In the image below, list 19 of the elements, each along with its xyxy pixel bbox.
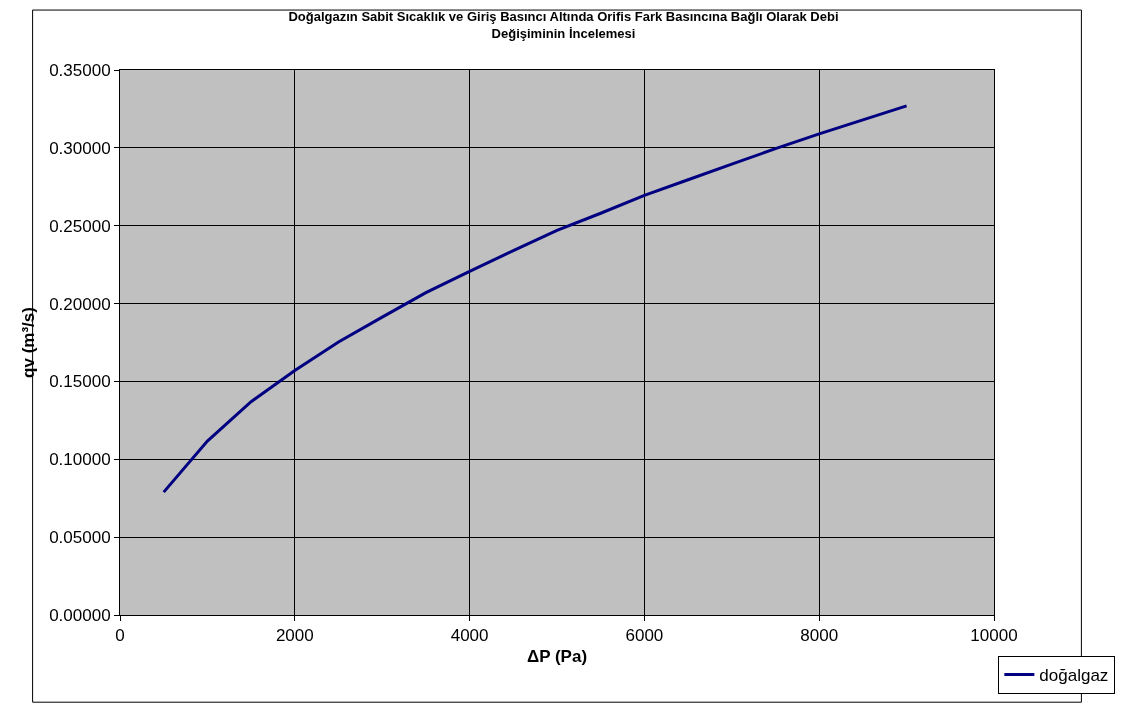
y-tick-label: 0.20000 <box>49 294 111 314</box>
y-tick-label: 0.15000 <box>49 372 111 392</box>
y-tick-label: 0.10000 <box>49 450 111 470</box>
y-tick-label: 0.25000 <box>49 216 111 236</box>
y-tick-label: 0.30000 <box>49 138 111 158</box>
y-axis-title: qv (m³/s) <box>18 307 38 378</box>
x-axis-title: ΔP (Pa) <box>526 646 588 666</box>
line-series <box>162 104 909 494</box>
x-tick-label: 4000 <box>450 626 489 646</box>
x-tick-label: 10000 <box>970 626 1018 646</box>
x-tick-label: 6000 <box>625 626 664 646</box>
legend-label: doğalgaz <box>1039 666 1109 686</box>
y-tick-label: 0.00000 <box>49 605 111 625</box>
x-tick-label: 0 <box>115 626 125 646</box>
y-tick-label: 0.35000 <box>49 60 111 80</box>
x-tick-label: 8000 <box>800 626 839 646</box>
chart-title: Doğalgazın Sabit Sıcaklık ve Giriş Basıncı Altında Orifis Fark Basıncına Bağlı Olarak Debi Değişiminin İncelemesi <box>288 9 839 42</box>
y-tick-label: 0.05000 <box>49 528 111 548</box>
x-tick-label: 2000 <box>275 626 314 646</box>
